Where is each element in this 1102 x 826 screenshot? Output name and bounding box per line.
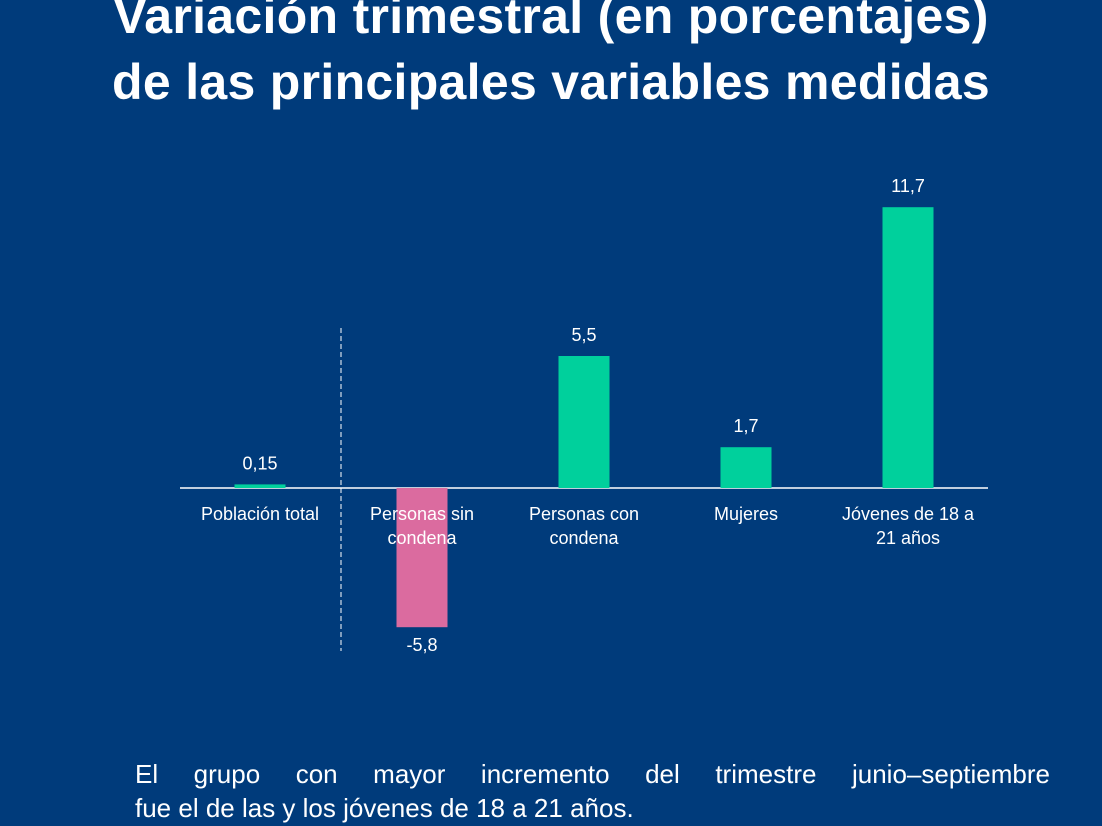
chart-title-line-2: de las principales variables medidas [112,54,990,110]
chart-title-line-1: Variación trimestral (en porcentajes) [113,0,989,44]
bar-0 [234,484,286,488]
data-label-2: 5,5 [571,325,596,345]
data-label-1: -5,8 [406,635,437,655]
footnote-line-2: fue el de las y los jóvenes de 18 a 21 a… [135,793,634,823]
footnote-line-1: El grupo con mayor incremento del trimes… [135,759,1050,789]
category-label-3-0: Mujeres [714,504,778,524]
bar-4 [882,207,934,488]
category-label-0-0: Población total [201,504,319,524]
data-label-4: 11,7 [891,176,925,196]
category-label-1-0: Personas sin [370,504,474,524]
bar-3 [720,447,772,488]
data-label-0: 0,15 [242,453,277,473]
category-label-4-0: Jóvenes de 18 a [842,504,975,524]
category-label-2-1: condena [549,528,619,548]
category-label-2-0: Personas con [529,504,639,524]
category-label-1-1: condena [387,528,457,548]
data-label-3: 1,7 [733,416,758,436]
bar-2 [558,356,610,488]
bar-1 [396,488,448,628]
category-label-4-1: 21 años [876,528,940,548]
